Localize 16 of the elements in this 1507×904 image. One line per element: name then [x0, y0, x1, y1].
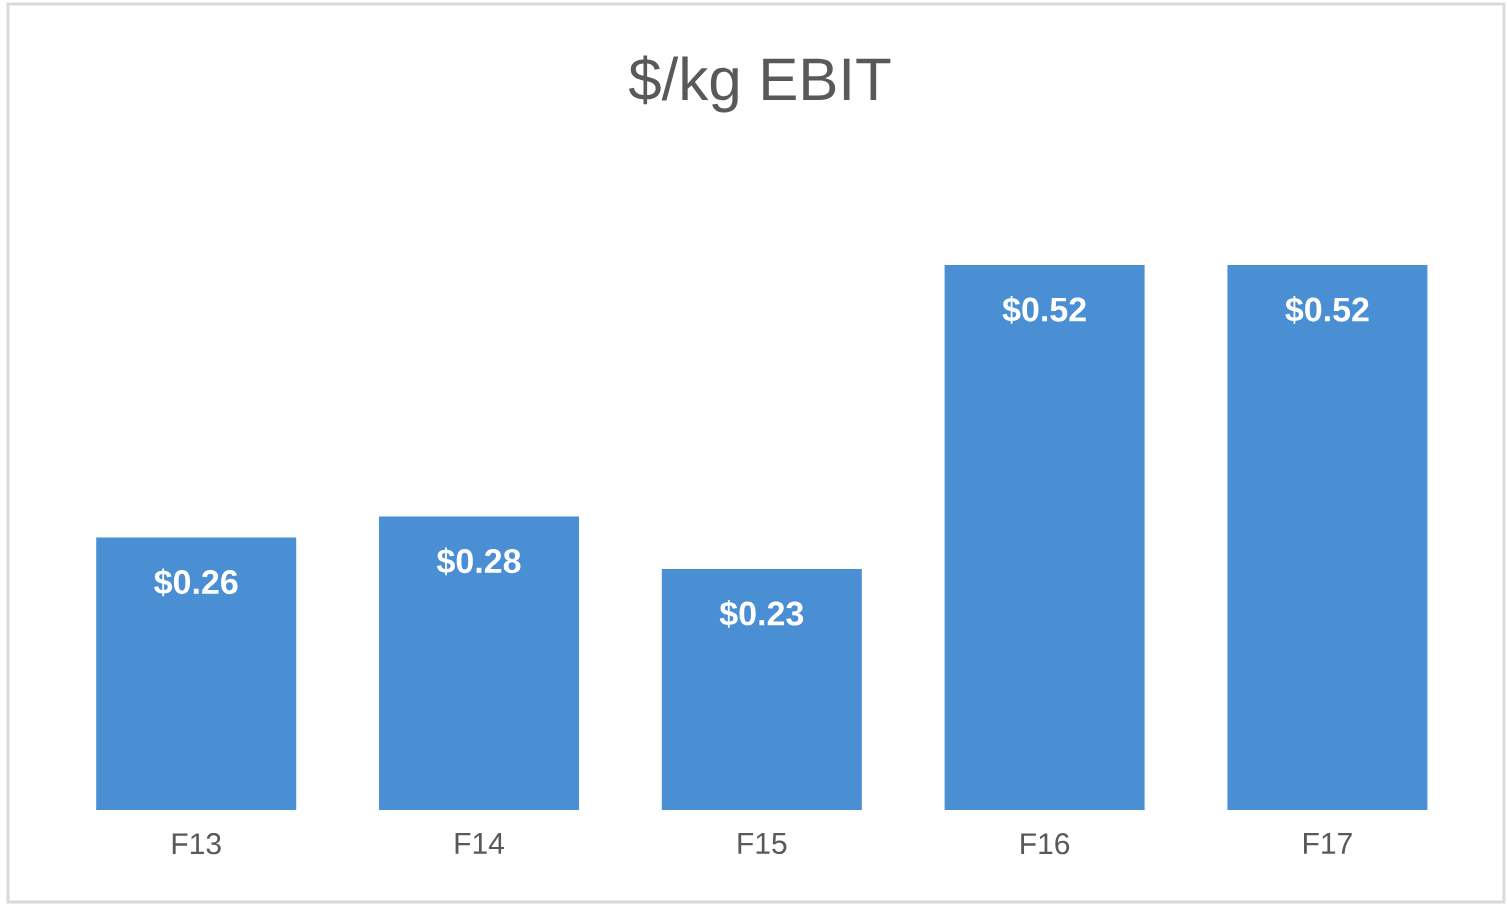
data-label: $0.23 [719, 599, 804, 628]
bar [1227, 264, 1428, 810]
x-tick-label: F16 [1021, 833, 1070, 855]
x-tick-label: F14 [455, 833, 504, 854]
bar [944, 264, 1145, 810]
data-label: $0.52 [1002, 296, 1086, 324]
data-label: $0.26 [154, 568, 238, 597]
x-tick-label: F17 [1304, 833, 1352, 854]
x-tick-label: F15 [738, 833, 787, 854]
data-label: $0.52 [1285, 296, 1369, 324]
bar [96, 537, 297, 810]
bar [661, 568, 862, 810]
x-tick-label: F13 [172, 833, 221, 855]
chart-title: $/kg EBIT [628, 55, 891, 113]
data-label: $0.28 [436, 547, 521, 576]
bar [379, 516, 580, 810]
